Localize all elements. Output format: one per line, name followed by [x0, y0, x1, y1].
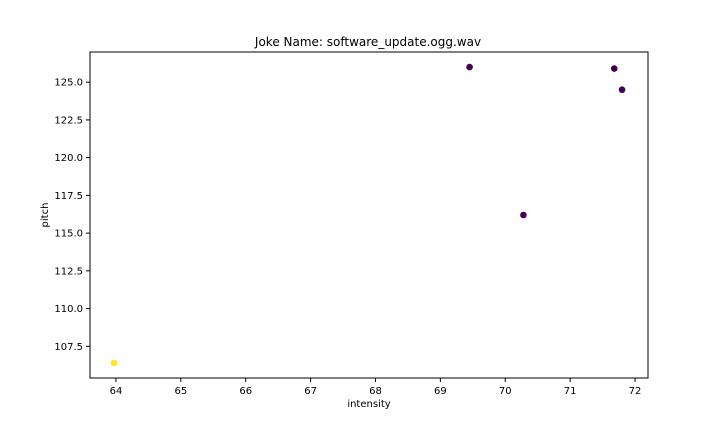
plot-area — [90, 52, 648, 378]
x-axis-label: intensity — [347, 399, 390, 410]
plot-frame — [89, 51, 649, 379]
scatter-point — [618, 86, 626, 94]
x-tick-label: 64 — [110, 386, 123, 397]
x-tick-label: 67 — [304, 386, 317, 397]
y-tick-label: 120.0 — [54, 153, 83, 164]
x-tick-label: 71 — [564, 386, 577, 397]
scatter-point — [110, 359, 118, 367]
data-points — [110, 63, 626, 367]
scatter-point — [466, 63, 473, 71]
x-tick-label: 70 — [499, 386, 512, 397]
x-tick-label: 65 — [174, 386, 187, 397]
y-tick-label: 110.0 — [54, 304, 83, 315]
scatter-point — [520, 211, 527, 219]
x-tick-label: 69 — [434, 386, 447, 397]
y-tick-label: 112.5 — [54, 266, 83, 277]
x-tick-label: 72 — [629, 386, 642, 397]
y-tick-label: 122.5 — [54, 115, 83, 126]
scatter-point — [610, 65, 618, 72]
y-tick-label: 115.0 — [54, 229, 83, 240]
x-axis-ticks: 64 65 66 67 68 69 70 71 72 — [110, 378, 642, 397]
y-tick-label: 117.5 — [54, 191, 83, 202]
y-tick-label: 107.5 — [54, 342, 83, 353]
x-tick-label: 66 — [239, 386, 252, 397]
x-tick-label: 68 — [369, 386, 382, 397]
chart-title: Joke Name: software_update.ogg.wav — [254, 35, 481, 49]
y-axis-ticks: 107.5 110.0 112.5 115.0 117.5 120.0 122.5 125.0 — [54, 78, 90, 353]
y-axis-label: pitch — [40, 203, 51, 228]
y-tick-label: 125.0 — [54, 78, 83, 89]
